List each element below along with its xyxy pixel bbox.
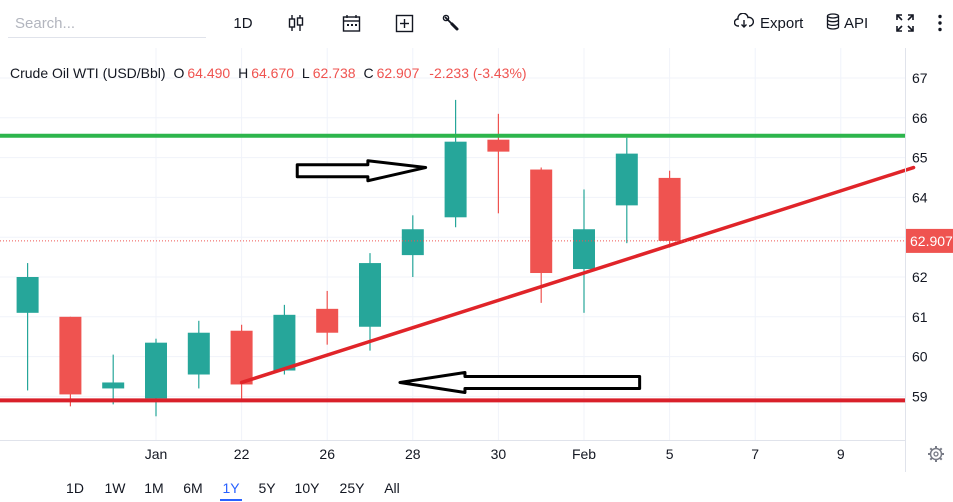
candle[interactable]: [530, 167, 553, 303]
range-selector: 1D 1W 1M 6M 1Y 5Y 10Y 25Y All: [0, 472, 953, 502]
export-label: Export: [760, 14, 804, 32]
time-tick-label: 5: [666, 446, 674, 462]
candle-body: [16, 277, 39, 313]
time-tick-label: 28: [405, 446, 421, 462]
range-button-1m[interactable]: 1M: [144, 480, 164, 496]
top-toolbar: 1D Export API: [0, 0, 953, 48]
price-axis: 596061626364656667: [905, 48, 928, 472]
candle-body: [230, 330, 253, 385]
symbol-name: Crude Oil WTI (USD/Bbl): [10, 65, 166, 81]
candle[interactable]: [316, 290, 339, 345]
open-value: 64.490: [187, 65, 231, 81]
api-button[interactable]: API: [826, 11, 868, 35]
candle-body: [401, 229, 424, 256]
candle-body: [444, 141, 467, 218]
candle-body: [487, 139, 510, 152]
fullscreen-icon[interactable]: [894, 10, 916, 36]
ohlc-legend: Crude Oil WTI (USD/Bbl) O 64.490 H 64.670 …: [10, 65, 527, 81]
candle-body: [530, 169, 553, 274]
candle-body: [573, 229, 595, 270]
calendar-icon[interactable]: [340, 10, 362, 36]
interval-button[interactable]: 1D: [233, 14, 253, 32]
range-button-all[interactable]: All: [384, 480, 400, 496]
time-axis: Jan 22 26 28 30 Feb 5 7 9: [0, 440, 905, 462]
candle[interactable]: [401, 215, 424, 277]
price-tick-label: 67: [912, 70, 928, 86]
candle[interactable]: [615, 137, 638, 244]
more-vertical-icon[interactable]: [934, 10, 946, 36]
price-tick-label: 65: [912, 150, 928, 166]
candle-body: [187, 332, 210, 375]
trend-line: [239, 165, 916, 385]
candle[interactable]: [573, 189, 595, 313]
price-tick-label: 61: [912, 309, 928, 325]
price-tick-label: 64: [912, 189, 928, 205]
candle-body: [359, 263, 381, 327]
time-tick-label: 22: [234, 446, 250, 462]
range-button-1d[interactable]: 1D: [66, 480, 84, 496]
database-icon: [826, 12, 840, 34]
range-button-1y[interactable]: 1Y: [220, 477, 242, 501]
chart-settings-gear-icon[interactable]: [928, 446, 944, 462]
close-value: 62.907: [376, 65, 420, 81]
close-label: C: [363, 65, 374, 81]
range-button-25y[interactable]: 25Y: [339, 480, 365, 496]
low-value: 62.738: [312, 65, 356, 81]
change-value: -2.233 (-3.43%): [429, 65, 527, 81]
candle[interactable]: [187, 320, 210, 389]
settings-wrench-icon[interactable]: [440, 10, 462, 36]
annotation-arrow-left: [398, 370, 642, 394]
time-tick-label: 9: [837, 446, 845, 462]
candle-body: [658, 177, 681, 241]
open-label: O: [173, 65, 185, 81]
candle[interactable]: [102, 354, 125, 405]
candle-body: [316, 308, 339, 333]
high-label: H: [238, 65, 249, 81]
time-tick-label: Jan: [145, 446, 168, 462]
time-tick-label: Feb: [572, 446, 596, 462]
candle[interactable]: [444, 99, 467, 228]
last-price-box: [906, 228, 953, 253]
annotation-arrow-right: [295, 159, 428, 183]
last-price-label: 62.907: [910, 233, 953, 249]
range-button-5y[interactable]: 5Y: [258, 480, 276, 496]
range-button-10y[interactable]: 10Y: [294, 480, 320, 496]
candle[interactable]: [16, 263, 39, 391]
add-indicator-icon[interactable]: [393, 10, 415, 36]
range-button-1w[interactable]: 1W: [104, 480, 126, 496]
candle-body: [615, 153, 638, 206]
export-button[interactable]: Export: [733, 11, 804, 35]
candle-body: [273, 314, 296, 371]
candle[interactable]: [145, 338, 167, 417]
candles: [16, 99, 681, 417]
candle[interactable]: [59, 316, 82, 407]
range-button-6m[interactable]: 6M: [183, 480, 203, 496]
price-tick-label: 62: [912, 269, 928, 285]
candle-body: [102, 382, 125, 389]
candlestick-icon[interactable]: [285, 10, 307, 36]
candle[interactable]: [658, 170, 681, 248]
candle[interactable]: [487, 113, 510, 214]
candle[interactable]: [230, 324, 253, 401]
download-cloud-icon: [733, 12, 755, 33]
search-input[interactable]: [8, 10, 206, 38]
low-label: L: [301, 65, 310, 81]
time-tick-label: 7: [751, 446, 759, 462]
last-price-marker: 62.907: [0, 228, 953, 253]
time-tick-label: 26: [319, 446, 335, 462]
candle-body: [59, 316, 82, 395]
candle[interactable]: [359, 253, 381, 351]
candle-body: [145, 342, 167, 399]
candle[interactable]: [273, 304, 296, 375]
time-tick-label: 30: [491, 446, 507, 462]
price-tick-label: 59: [912, 388, 928, 404]
api-label: API: [844, 14, 869, 32]
drawings: [0, 133, 916, 403]
high-value: 64.670: [251, 65, 295, 81]
price-tick-label: 60: [912, 349, 928, 365]
price-tick-label: 66: [912, 110, 928, 126]
